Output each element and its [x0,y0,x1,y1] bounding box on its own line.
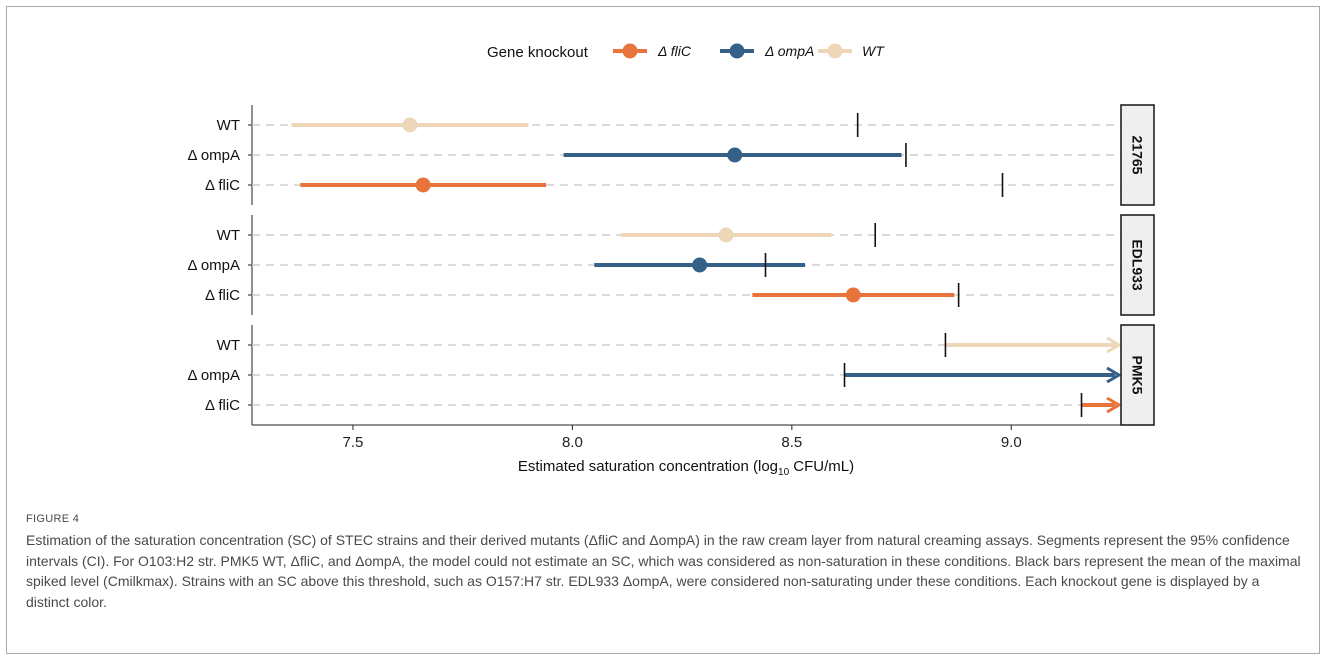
estimate-point [692,257,708,273]
legend-label: WT [862,43,885,59]
estimate-point [845,287,861,303]
y-tick-label: Δ ompA [187,147,240,164]
panel-21765: WT Δ ompA Δ fliC 21765 [187,104,1155,206]
caption-text: Estimation of the saturation concentrati… [26,532,1301,610]
strip-label: PMK5 [1130,356,1146,395]
y-tick-label: Δ fliC [205,287,240,304]
ci-arrow-head [1106,396,1122,414]
legend-key-dot [622,43,638,59]
estimate-point [727,147,743,163]
ci-arrow-head [1106,336,1122,354]
panel-pmk5: WT Δ ompA Δ fliC PMK5 [187,324,1155,426]
strip-label: EDL933 [1130,239,1146,291]
y-tick-label: WT [217,337,240,354]
estimate-point [415,177,431,193]
legend: Gene knockout Δ fliC Δ ompA WT [487,43,885,61]
x-tick-label: 8.0 [562,434,583,451]
legend-key-dot [729,43,745,59]
legend-title: Gene knockout [487,44,589,61]
strip-box [1120,214,1155,316]
strip-label: 21765 [1130,136,1146,175]
x-tick-label: 8.5 [781,434,802,451]
estimate-point [402,117,418,133]
legend-label: Δ ompA [764,43,814,59]
y-tick-label: Δ ompA [187,257,240,274]
strip-box [1120,324,1155,426]
y-tick-label: WT [217,117,240,134]
y-tick-label: WT [217,227,240,244]
y-tick-label: Δ fliC [205,177,240,194]
legend-key-dot [827,43,843,59]
strip-box [1120,104,1155,206]
estimate-point [718,227,734,243]
x-axis-title: Estimated saturation concentration (log1… [518,458,854,478]
x-axis: 7.5 8.0 8.5 9.0 Estimated saturation concent… [252,424,1121,478]
legend-label: Δ fliC [657,43,692,59]
ci-arrow-head [1106,366,1122,384]
panel-edl933: WT Δ ompA Δ fliC EDL933 [187,214,1155,316]
saturation-chart: Gene knockout Δ fliC Δ ompA WT WT Δ ompA Δ fl… [187,43,1155,478]
y-tick-label: Δ ompA [187,367,240,384]
x-tick-label: 9.0 [1001,434,1022,451]
caption-label: FIGURE 4 [26,513,80,525]
x-tick-label: 7.5 [343,434,364,451]
figure-frame [6,6,1320,654]
figure-caption: FIGURE 4 Estimation of the saturation co… [26,513,1306,612]
y-tick-label: Δ fliC [205,397,240,414]
